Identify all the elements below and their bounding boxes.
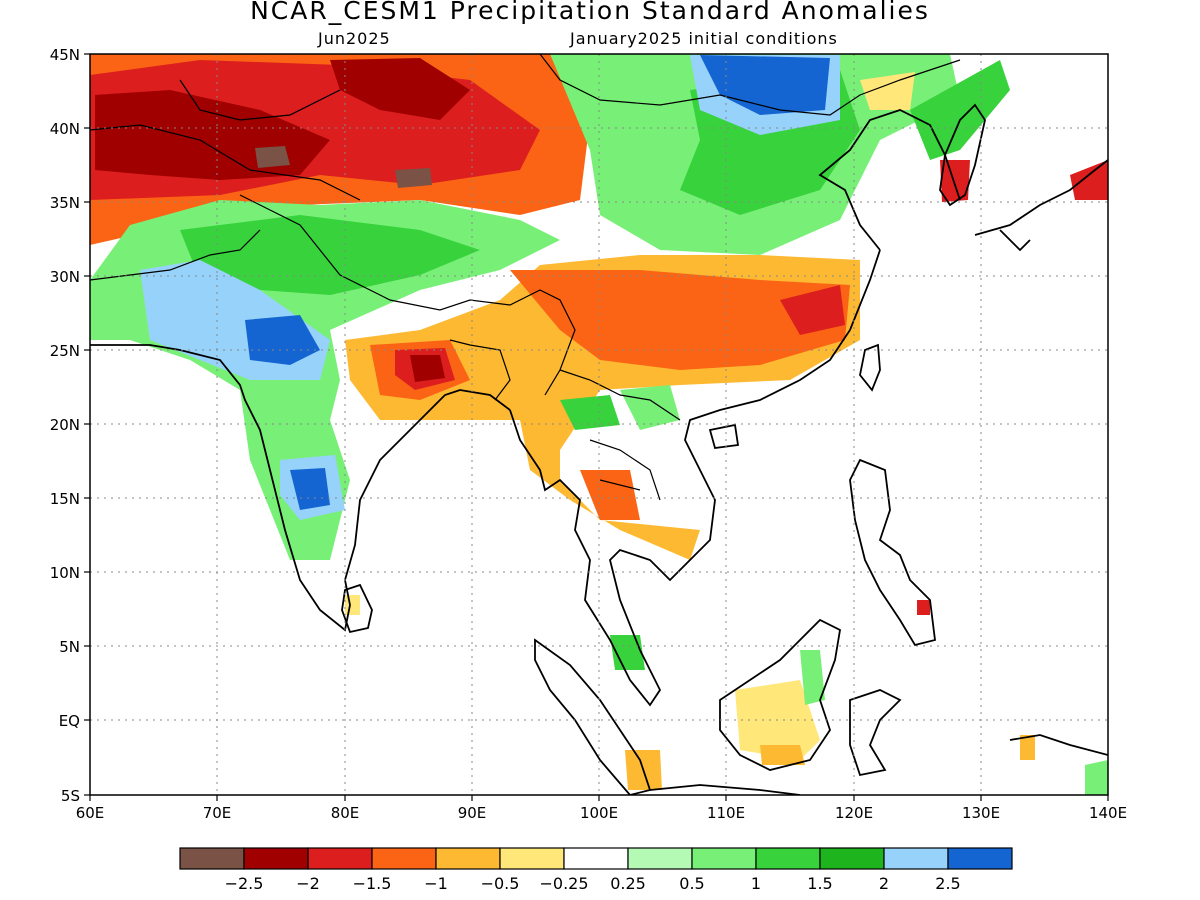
dry-anomaly-indochina [580, 470, 640, 520]
colorbar-swatch [755, 847, 821, 870]
colorbar-label: −0.5 [481, 874, 520, 893]
colorbar-swatch [819, 847, 885, 870]
colorbar-swatch [307, 847, 373, 870]
colorbar-label: 0.25 [610, 874, 646, 893]
lon-tick: 90E [458, 804, 487, 822]
coastlines [90, 103, 1108, 795]
lat-tick: 10N [50, 564, 80, 582]
dry-anomaly-japan [1070, 160, 1108, 200]
lat-tick: 45N [50, 46, 80, 64]
init-conditions-label: January2025 initial conditions [570, 29, 838, 48]
tick-marks [84, 53, 1109, 801]
coastline-sulawesi [849, 689, 902, 777]
colorbar-swatch [499, 847, 565, 870]
lon-tick: 70E [203, 804, 232, 822]
lon-tick: 100E [580, 804, 618, 822]
lon-tick: 80E [331, 804, 360, 822]
coastline-srilanka [341, 583, 373, 634]
border-pakistan [90, 229, 261, 281]
wet-anomaly-new-guinea [1085, 760, 1108, 795]
dry-anomaly-srilanka [345, 595, 360, 615]
border-indochina [559, 369, 681, 501]
dry-anomaly-moluccas [1020, 735, 1035, 760]
lat-axis: 45N 40N 35N 30N 25N 20N 15N 10N 5N EQ 5S [50, 46, 80, 805]
lat-tick: 15N [50, 490, 80, 508]
strongest-wet-anomaly-north [700, 55, 830, 115]
colorbar-swatch [691, 847, 757, 870]
colorbar-label: 2.5 [935, 874, 960, 893]
border-himalaya [239, 194, 576, 396]
coastline-sumatra [534, 638, 652, 795]
dry-anomaly-korea [940, 160, 970, 202]
lon-tick: 60E [76, 804, 105, 822]
country-borders [90, 54, 961, 501]
colorbar-swatch [563, 847, 629, 870]
colorbar-label: −0.25 [539, 874, 588, 893]
colorbar-label: 1.5 [807, 874, 832, 893]
colorbar: −2.5 −2 −1.5 −1 −0.5 −0.25 0.25 0.5 1 1.5 2 2.5 [179, 847, 1013, 893]
coastline-new-guinea [1009, 734, 1108, 756]
extreme-dry-anomaly-bangladesh [410, 355, 445, 382]
colorbar-label: 1 [751, 874, 761, 893]
colorbar-label: −2.5 [225, 874, 264, 893]
border-china-mongolia [539, 54, 961, 116]
coastline-java [649, 784, 801, 795]
lat-tick: 20N [50, 416, 80, 434]
forecast-month-label: Jun2025 [318, 29, 391, 48]
wet-anomaly-borneo [800, 650, 825, 705]
colorbar-swatch [179, 847, 245, 870]
coastline-taiwan [859, 343, 881, 392]
colorbar-label: 0.5 [679, 874, 704, 893]
coastline-hainan [708, 423, 740, 449]
strong-dry-anomaly-south-china [780, 285, 845, 335]
lat-tick: 40N [50, 120, 80, 138]
wet-anomaly-indochina [560, 395, 620, 430]
lon-axis: 60E 70E 80E 90E 100E 110E 120E 130E 140E [76, 804, 1127, 822]
colorbar-label: −1 [424, 874, 448, 893]
coastline-japan [974, 159, 1108, 252]
wet-anomaly-indochina-2 [620, 385, 680, 430]
coastline-indochina [509, 249, 881, 707]
colorbar-swatch [947, 847, 1013, 870]
colorbar-label: −1.5 [353, 874, 392, 893]
coastline-china-east [818, 109, 961, 251]
coastline-borneo [719, 618, 841, 771]
coastline-philippines [849, 458, 936, 647]
lon-tick: 110E [707, 804, 745, 822]
lat-tick: 5S [61, 787, 80, 805]
dry-anomaly-mindanao [917, 600, 930, 615]
lat-tick: 35N [50, 194, 80, 212]
strongest-wet-anomaly-deccan-core [290, 468, 330, 510]
border-bangladesh [449, 339, 511, 401]
colorbar-swatch [627, 847, 693, 870]
lat-tick: 30N [50, 268, 80, 286]
lat-tick: EQ [59, 712, 80, 730]
very-dry-core-north [330, 58, 470, 120]
colorbar-label: 2 [879, 874, 889, 893]
strongest-wet-anomaly-west [245, 315, 320, 365]
colorbar-swatch [883, 847, 949, 870]
lon-tick: 120E [835, 804, 873, 822]
extreme-dry-spot-2 [395, 168, 432, 188]
gridlines [90, 54, 1108, 795]
colorbar-swatch [435, 847, 501, 870]
wet-anomaly-sumatra [610, 635, 645, 670]
coastline-india [90, 344, 511, 632]
lon-tick: 140E [1089, 804, 1127, 822]
border-central-asia [90, 79, 361, 201]
slight-dry-spot-mongolia [860, 72, 915, 110]
extreme-dry-spot [255, 146, 290, 168]
lat-tick: 5N [59, 638, 80, 656]
colorbar-swatch [243, 847, 309, 870]
lat-tick: 25N [50, 342, 80, 360]
coastline-korea [939, 103, 986, 207]
chart-title: NCAR_CESM1 Precipitation Standard Anomal… [250, 0, 930, 25]
colorbar-label: −2 [296, 874, 320, 893]
dry-anomaly-borneo-core [760, 745, 805, 765]
dry-anomaly-south-china-core [510, 270, 850, 370]
colorbar-swatch [371, 847, 437, 870]
lon-tick: 130E [962, 804, 1000, 822]
